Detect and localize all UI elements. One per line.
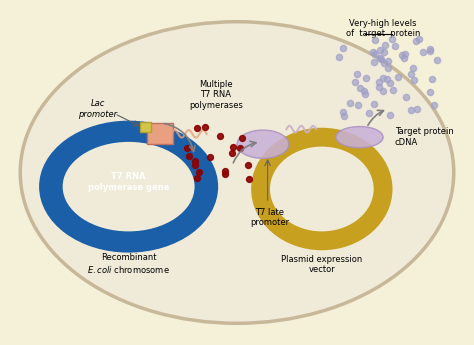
- Text: Target protein
cDNA: Target protein cDNA: [395, 127, 454, 147]
- Text: T7 RNA
polymerase gene: T7 RNA polymerase gene: [88, 172, 169, 191]
- Ellipse shape: [20, 22, 454, 323]
- Point: [351, 79, 358, 85]
- Point: [244, 163, 252, 168]
- Point: [365, 110, 372, 116]
- Point: [246, 177, 253, 182]
- Point: [371, 101, 378, 107]
- Point: [398, 52, 406, 58]
- Point: [238, 135, 246, 140]
- Point: [230, 145, 237, 150]
- Point: [381, 49, 388, 55]
- Ellipse shape: [251, 128, 392, 250]
- Point: [379, 75, 387, 81]
- Point: [370, 59, 378, 65]
- Point: [221, 171, 228, 177]
- Point: [375, 85, 383, 90]
- Ellipse shape: [336, 127, 383, 148]
- Point: [376, 47, 384, 53]
- Point: [386, 112, 394, 118]
- Text: Lac
promoter: Lac promoter: [78, 99, 118, 119]
- Point: [346, 100, 354, 106]
- Text: T7 late
promoter: T7 late promoter: [250, 208, 290, 227]
- Ellipse shape: [63, 142, 195, 231]
- Point: [195, 169, 203, 175]
- Point: [402, 95, 410, 100]
- Ellipse shape: [39, 121, 218, 253]
- Point: [185, 154, 193, 159]
- FancyBboxPatch shape: [147, 123, 173, 144]
- Point: [191, 162, 199, 168]
- Point: [369, 49, 376, 55]
- Point: [383, 76, 391, 82]
- Point: [427, 89, 434, 95]
- Text: Recombinant
$E.coli$ chromosome: Recombinant $E.coli$ chromosome: [87, 254, 170, 275]
- Ellipse shape: [270, 147, 374, 231]
- Point: [382, 42, 389, 48]
- Point: [193, 176, 201, 181]
- Point: [228, 150, 236, 156]
- Point: [410, 77, 418, 83]
- Point: [419, 49, 427, 55]
- Point: [401, 56, 408, 61]
- Point: [378, 56, 385, 62]
- Ellipse shape: [237, 130, 289, 158]
- Point: [354, 103, 362, 108]
- Point: [362, 75, 370, 81]
- Point: [216, 134, 224, 139]
- Point: [354, 71, 361, 77]
- Point: [380, 60, 387, 66]
- Point: [426, 48, 434, 53]
- Point: [407, 108, 414, 113]
- Point: [409, 65, 417, 71]
- Point: [339, 45, 346, 51]
- Point: [386, 80, 394, 86]
- Point: [413, 106, 420, 111]
- Point: [237, 145, 244, 150]
- Point: [427, 46, 434, 51]
- Point: [356, 86, 364, 91]
- Point: [412, 38, 419, 43]
- Point: [416, 36, 423, 41]
- Point: [388, 37, 396, 42]
- Point: [394, 74, 402, 80]
- Point: [201, 125, 209, 130]
- Point: [371, 51, 378, 56]
- Point: [434, 57, 441, 63]
- Point: [379, 88, 387, 94]
- Text: Very-high levels
of  target  protein: Very-high levels of target protein: [346, 19, 420, 39]
- Point: [340, 109, 347, 115]
- Point: [360, 88, 367, 94]
- Point: [384, 59, 392, 64]
- Point: [401, 51, 409, 57]
- Point: [375, 80, 383, 85]
- Point: [340, 113, 347, 119]
- Point: [407, 71, 415, 77]
- Point: [372, 38, 379, 43]
- Point: [376, 55, 383, 60]
- Point: [335, 54, 342, 59]
- Point: [384, 66, 392, 71]
- Point: [191, 158, 199, 164]
- Point: [428, 76, 436, 82]
- Point: [193, 126, 201, 131]
- Text: Plasmid expression
vector: Plasmid expression vector: [281, 255, 363, 274]
- Point: [206, 155, 214, 160]
- Point: [392, 43, 399, 49]
- Point: [221, 168, 228, 174]
- FancyBboxPatch shape: [140, 122, 151, 132]
- Point: [389, 87, 397, 93]
- Point: [183, 146, 191, 151]
- Point: [361, 91, 368, 97]
- Point: [431, 102, 438, 108]
- Text: Multiple
T7 RNA
polymerases: Multiple T7 RNA polymerases: [189, 80, 243, 110]
